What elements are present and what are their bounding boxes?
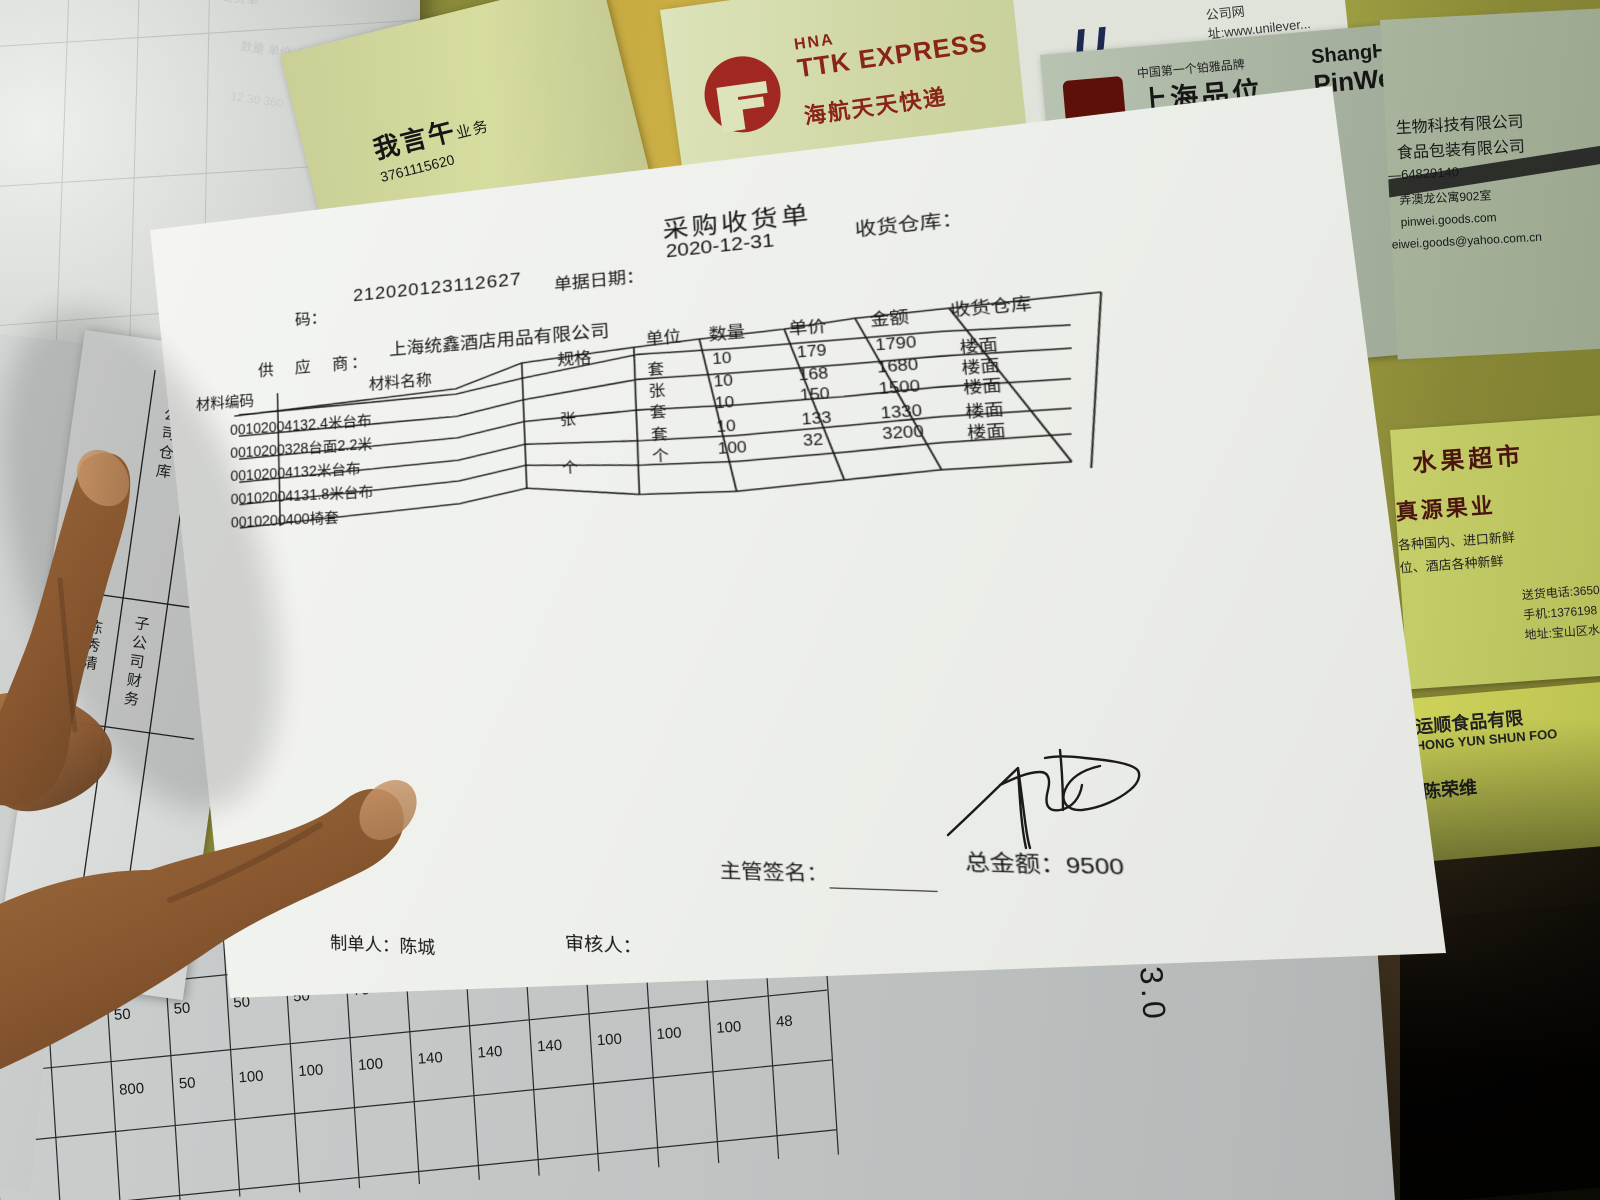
svg-text:50: 50 — [113, 1006, 131, 1024]
svg-text:50: 50 — [173, 1000, 191, 1018]
svg-text:100: 100 — [716, 1018, 742, 1037]
svg-text:100: 100 — [656, 1024, 682, 1043]
svg-text:140: 140 — [417, 1049, 443, 1068]
svg-text:100: 100 — [357, 1055, 383, 1074]
svg-text:48: 48 — [775, 1013, 793, 1031]
svg-text:100: 100 — [596, 1031, 622, 1050]
svg-text:100: 100 — [238, 1068, 264, 1087]
svg-text:140: 140 — [477, 1043, 503, 1062]
svg-text:800: 800 — [119, 1080, 145, 1099]
svg-text:140: 140 — [537, 1037, 563, 1056]
svg-text:80: 80 — [54, 1013, 72, 1031]
svg-text:100: 100 — [298, 1061, 324, 1080]
svg-text:50: 50 — [178, 1074, 196, 1092]
svg-text:12 30 360: 12 30 360 — [230, 89, 285, 110]
svg-text:发货单: 发货单 — [220, 0, 261, 8]
